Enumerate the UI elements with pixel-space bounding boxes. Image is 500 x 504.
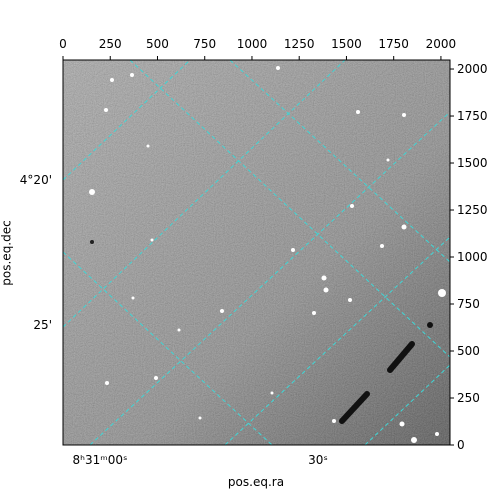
x-tick-label: 500 <box>146 37 169 51</box>
x-tick-label: 1250 <box>284 37 315 51</box>
x-tick-label: 0 <box>59 37 67 51</box>
image <box>63 60 450 445</box>
y-tick-label: 0 <box>457 438 465 452</box>
grid-line <box>63 60 346 328</box>
grid-line <box>63 251 273 445</box>
ra-tick-label: 8ʰ31ᵐ00ˢ <box>73 453 128 467</box>
x-tick-label: 250 <box>99 37 122 51</box>
y-tick-label: 1750 <box>457 109 488 123</box>
streak <box>339 391 370 424</box>
streak <box>387 341 415 373</box>
grid-line <box>229 60 450 263</box>
x-tick-label: 750 <box>193 37 216 51</box>
grid-line <box>89 111 450 445</box>
dec-tick-label: 25' <box>33 318 52 332</box>
grid-line <box>364 364 450 445</box>
y-tick-label: 2000 <box>457 62 488 76</box>
stars <box>89 66 446 443</box>
x-tick-label: 1000 <box>237 37 268 51</box>
y-tick-label: 750 <box>457 297 480 311</box>
x-axis-label: pos.eq.ra <box>228 475 284 489</box>
y-tick-label: 250 <box>457 391 480 405</box>
y-tick-label: 500 <box>457 344 480 358</box>
ra-tick-label: 30ˢ <box>308 453 328 467</box>
x-tick-label: 1500 <box>331 37 362 51</box>
x-tick-label: 1750 <box>378 37 409 51</box>
y-axis-label: pos.eq.dec <box>0 220 14 285</box>
grid-line <box>224 236 450 445</box>
y-tick-label: 1500 <box>457 156 488 170</box>
grid-line <box>129 60 450 358</box>
dec-tick-label: 4°20' <box>20 173 52 187</box>
grid-line <box>63 60 191 181</box>
plot-frame <box>62 59 451 446</box>
y-tick-label: 1250 <box>457 203 488 217</box>
x-tick-label: 2000 <box>426 37 457 51</box>
wcs-grid <box>63 60 450 445</box>
y-tick-label: 1000 <box>457 250 488 264</box>
